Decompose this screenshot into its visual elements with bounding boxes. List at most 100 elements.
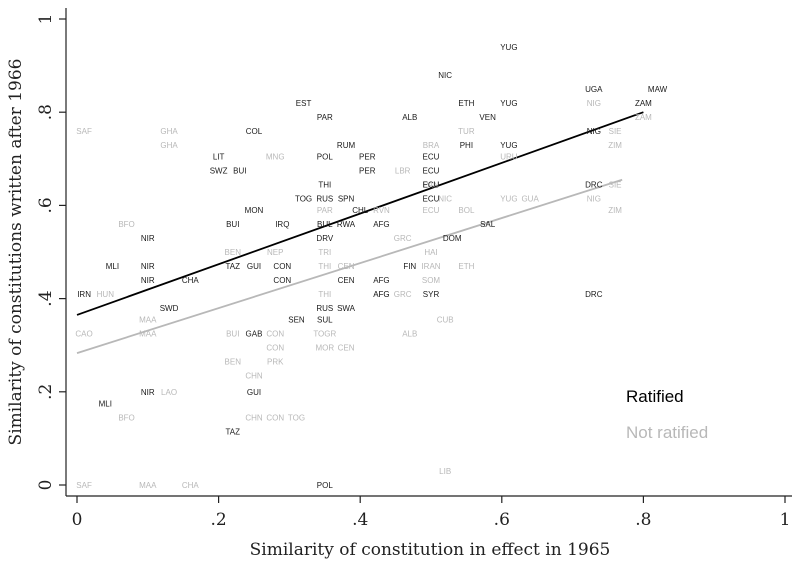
point-label: MNG	[266, 152, 285, 161]
point-label: EST	[296, 99, 312, 108]
point-label: VEN	[479, 113, 496, 122]
x-tick-label: .2	[210, 510, 226, 530]
point-label: TAZ	[226, 262, 241, 271]
point-label: PHI	[460, 141, 473, 150]
point-label: YUG	[500, 43, 517, 52]
point-label: GUA	[521, 194, 539, 203]
point-label: MON	[245, 206, 264, 215]
y-tick-label: 1	[36, 14, 56, 25]
point-label: LBR	[395, 166, 411, 175]
point-label: ECU	[423, 166, 440, 175]
point-label: BUI	[233, 166, 246, 175]
point-label: BFO	[118, 220, 134, 229]
x-tick-label: .4	[352, 510, 368, 530]
point-label: SAF	[76, 127, 92, 136]
point-label: TUR	[458, 127, 475, 136]
point-label: CAO	[75, 330, 92, 339]
point-label: TOG	[295, 194, 312, 203]
point-label: GHA	[160, 141, 178, 150]
point-label: DRV	[316, 234, 333, 243]
point-label: YUG	[500, 141, 517, 150]
point-label: NIG	[587, 194, 601, 203]
fit-line-not-ratified	[76, 178, 623, 354]
point-label: CEN	[338, 344, 355, 353]
legend-not-ratified: Not ratified	[626, 423, 708, 442]
point-label: NIR	[141, 234, 155, 243]
point-label: CHN	[245, 371, 263, 380]
point-label: BOL	[458, 206, 475, 215]
point-label: GAB	[246, 330, 263, 339]
y-tick-label: .8	[36, 104, 56, 120]
y-tick-label: .6	[36, 197, 56, 213]
point-label: DOM	[443, 234, 462, 243]
point-label: ECU	[423, 152, 440, 161]
point-label: GUI	[247, 262, 261, 271]
y-axis-ticks: 0 .2 .4 .6 .8 1	[36, 14, 66, 491]
x-tick-label: .8	[635, 510, 651, 530]
point-label: SUL	[317, 316, 333, 325]
point-label: RUS	[316, 304, 333, 313]
point-label: ZAM	[635, 113, 652, 122]
point-label: AFG	[373, 276, 389, 285]
point-label: CON	[266, 330, 284, 339]
point-label: RWA	[337, 220, 356, 229]
point-label: CHA	[182, 481, 200, 490]
point-label: GUI	[247, 388, 261, 397]
point-label: NIG	[587, 99, 601, 108]
point-label: ECU	[423, 194, 440, 203]
x-tick-label: .6	[494, 510, 510, 530]
fit-line-ratified	[76, 111, 644, 316]
point-label: RUM	[337, 141, 356, 150]
point-label: THI	[318, 290, 331, 299]
point-label: PAN	[423, 180, 439, 189]
point-label: ETH	[458, 262, 474, 271]
point-label: ECU	[423, 180, 440, 189]
point-label: SAF	[76, 481, 92, 490]
fit-lines	[76, 111, 644, 354]
point-label: BEN	[225, 248, 242, 257]
y-tick-label: 0	[36, 480, 56, 491]
point-label: DRC	[585, 290, 603, 299]
point-label: HUN	[97, 290, 115, 299]
point-label: CON	[273, 262, 291, 271]
point-label: CEN	[338, 276, 355, 285]
point-label: FIN	[403, 262, 416, 271]
point-label: TRI	[318, 248, 331, 257]
point-label: IRAN	[421, 262, 440, 271]
point-label: BUL	[317, 220, 333, 229]
point-label: SWZ	[210, 166, 228, 175]
point-label: AFG	[373, 290, 389, 299]
point-label: IRQ	[275, 220, 289, 229]
point-label: CHN	[245, 413, 263, 422]
point-label: CUB	[437, 316, 454, 325]
point-label: NEP	[267, 248, 283, 257]
point-label: DRC	[585, 180, 603, 189]
point-label: MLI	[99, 399, 112, 408]
point-label: CHA	[182, 276, 200, 285]
point-label: SAL	[480, 220, 496, 229]
point-label: NIG	[587, 127, 601, 136]
point-label: MAA	[139, 316, 157, 325]
point-label: CEN	[338, 262, 355, 271]
point-label: TOG	[288, 413, 305, 422]
point-label: YUG	[500, 194, 517, 203]
point-label: SYR	[423, 290, 440, 299]
point-label: PER	[359, 152, 376, 161]
point-label: NIR	[141, 388, 155, 397]
point-label: SEN	[288, 316, 305, 325]
point-label: CON	[266, 413, 284, 422]
point-label: TOGR	[313, 330, 336, 339]
point-label: LAO	[161, 388, 177, 397]
point-label: SPN	[338, 194, 355, 203]
point-label: MAW	[648, 85, 668, 94]
point-label: THI	[318, 180, 331, 189]
point-label: ZIM	[608, 141, 622, 150]
point-label: CHL	[352, 206, 369, 215]
point-label: TAZ	[226, 427, 241, 436]
point-label: GHA	[160, 127, 178, 136]
point-label: YUG	[500, 99, 517, 108]
point-label: GRC	[394, 290, 412, 299]
point-label: BRA	[423, 141, 440, 150]
point-label: COL	[246, 127, 263, 136]
